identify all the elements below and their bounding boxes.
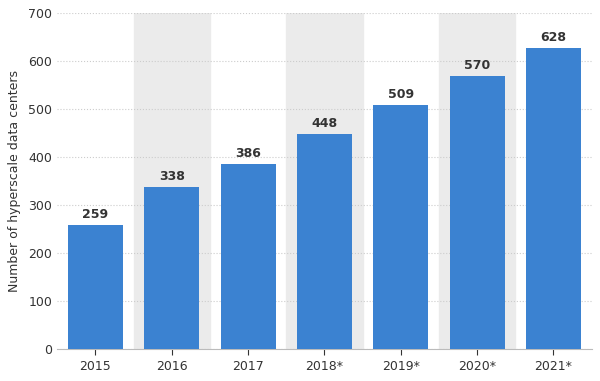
Bar: [286, 13, 362, 349]
Bar: [526, 48, 581, 349]
Text: 386: 386: [235, 147, 261, 160]
Text: 628: 628: [541, 31, 566, 44]
Y-axis label: Number of hyperscale data centers: Number of hyperscale data centers: [8, 70, 22, 292]
Text: 570: 570: [464, 59, 490, 72]
Bar: [133, 13, 210, 349]
Bar: [373, 105, 428, 349]
Bar: [297, 134, 352, 349]
Bar: [439, 13, 515, 349]
Text: 509: 509: [388, 88, 414, 101]
Bar: [449, 76, 505, 349]
Text: 448: 448: [311, 117, 337, 130]
Text: 259: 259: [82, 208, 109, 221]
Text: 338: 338: [159, 170, 185, 183]
Bar: [221, 164, 275, 349]
Bar: [144, 187, 199, 349]
Bar: [68, 225, 123, 349]
